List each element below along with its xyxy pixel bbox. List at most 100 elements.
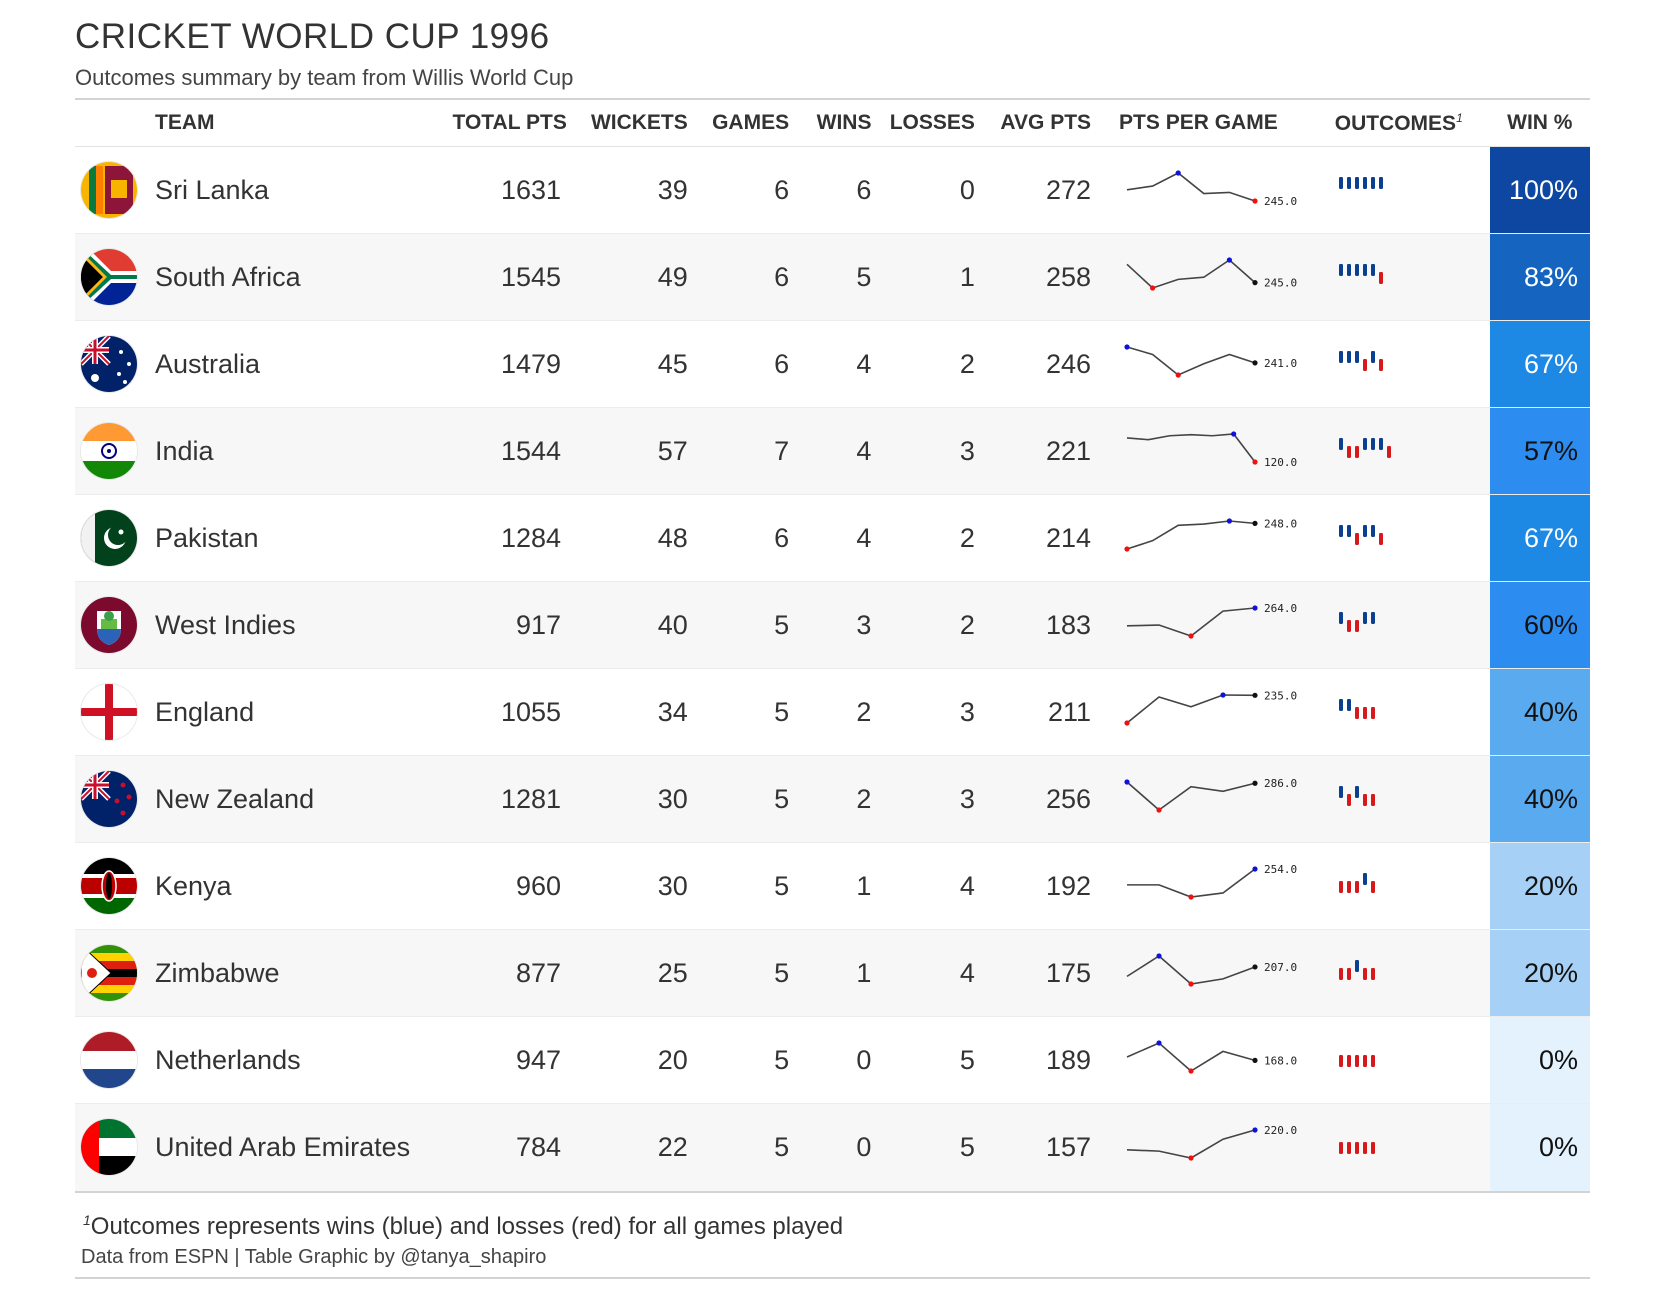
win-pct-cell: 20% (1489, 842, 1590, 930)
sparkline-last-label: 264.0 (1264, 602, 1297, 615)
games-cell: 6 (695, 233, 798, 321)
sparkline-line (1126, 693, 1256, 724)
outcomes-cell (1320, 320, 1490, 408)
team-cell: India (75, 407, 445, 495)
games-cell: 6 (695, 320, 798, 408)
games-cell: 5 (695, 581, 798, 669)
outcome-loss-bar (1386, 445, 1391, 458)
sparkline-max-point (1124, 778, 1130, 785)
outcomes-header-label: OUTCOMES (1334, 111, 1457, 135)
table-row: Australia 1479 45 6 4 2 246 241.0 67% (75, 320, 1590, 408)
outcome-loss-bar (1362, 358, 1367, 371)
outcome-loss-bar (1346, 793, 1351, 806)
wickets-cell: 57 (569, 407, 696, 495)
outcome-win-bar (1370, 263, 1375, 276)
outcome-win-bar (1338, 263, 1343, 276)
new-zealand-flag (81, 771, 137, 827)
wickets-cell: 48 (569, 494, 696, 582)
team-name: Australia (155, 348, 261, 379)
win-pct-cell: 67% (1489, 320, 1590, 408)
losses-cell: 2 (879, 581, 983, 669)
results-table: TEAM TOTAL PTS WICKETS GAMES WINS LOSSES… (75, 100, 1590, 1191)
outcome-win-bar (1346, 350, 1351, 363)
team-cell: Australia (75, 320, 445, 408)
outcome-loss-bar (1346, 1141, 1351, 1154)
sparkline-line (1126, 1041, 1256, 1072)
sparkline-max-point (1175, 169, 1181, 176)
sparkline-max-point (1156, 952, 1162, 959)
bottom-divider (75, 1276, 1590, 1279)
pts-per-game-cell: 235.0 (1099, 668, 1321, 756)
outcome-win-bar (1338, 611, 1343, 624)
team-cell: Netherlands (75, 1016, 445, 1104)
sparkline-chart: 220.0 (1126, 1124, 1297, 1161)
total-pts-cell: 784 (444, 1103, 570, 1191)
sparkline-last-label: 120.0 (1264, 456, 1297, 468)
sparkline-max-point (1231, 430, 1237, 437)
pts-per-game-cell: 245.0 (1099, 146, 1321, 234)
wins-cell: 4 (797, 320, 880, 408)
outcome-win-bar (1338, 698, 1343, 711)
west-indies-flag (81, 597, 137, 653)
wins-cell: 3 (797, 581, 880, 669)
sparkline-max-point (1252, 865, 1258, 872)
win-pct-cell: 67% (1489, 494, 1590, 582)
wins-cell: 4 (797, 494, 880, 582)
table-row: West Indies 917 40 5 3 2 183 264.0 60% (75, 581, 1590, 669)
outcome-win-bar (1354, 959, 1359, 972)
team-cell: United Arab Emirates (75, 1103, 445, 1191)
outcome-loss-bar (1354, 445, 1359, 458)
sparkline-chart: 286.0 (1124, 777, 1297, 813)
col-header-outcomes: OUTCOMES1 (1320, 100, 1490, 147)
wickets-cell: 30 (569, 842, 696, 930)
wins-cell: 6 (797, 146, 880, 234)
table-row: Zimbabwe 877 25 5 1 4 175 207.0 20% (75, 929, 1590, 1017)
losses-cell: 3 (879, 407, 983, 495)
table-row: Pakistan 1284 48 6 4 2 214 248.0 67% (75, 494, 1590, 582)
outcome-win-bar (1362, 176, 1367, 189)
losses-cell: 0 (879, 146, 983, 234)
sparkline-line (1126, 171, 1256, 202)
team-cell: Kenya (75, 842, 445, 930)
outcome-win-bar (1338, 350, 1343, 363)
table-row: Netherlands 947 20 5 0 5 189 168.0 0% (75, 1016, 1590, 1104)
sparkline-last-label: 245.0 (1264, 195, 1297, 207)
wickets-cell: 39 (569, 146, 696, 234)
footer-divider (75, 1190, 1590, 1193)
england-flag (81, 684, 137, 740)
team-name: India (155, 435, 214, 466)
wickets-cell: 45 (569, 320, 696, 408)
sparkline-min-point (1150, 284, 1156, 291)
sparkline-last-label: 220.0 (1264, 1124, 1297, 1137)
win-pct-cell: 57% (1489, 407, 1590, 495)
zimbabwe-flag (81, 945, 137, 1001)
pts-per-game-cell: 245.0 (1099, 233, 1321, 321)
team-name: Netherlands (155, 1044, 301, 1075)
wickets-cell: 30 (569, 755, 696, 843)
total-pts-cell: 1631 (444, 146, 570, 234)
sparkline-last-label: 286.0 (1264, 777, 1297, 790)
wickets-cell: 34 (569, 668, 696, 756)
team-cell: England (75, 668, 445, 756)
outcome-win-bar (1354, 350, 1359, 363)
win-pct-cell: 83% (1489, 233, 1590, 321)
games-cell: 6 (695, 494, 798, 582)
team-name: Kenya (155, 870, 232, 901)
outcomes-chart (1338, 959, 1375, 980)
sparkline-line (1126, 345, 1256, 376)
outcome-loss-bar (1338, 880, 1343, 893)
avg-pts-cell: 272 (982, 146, 1100, 234)
sparkline-max-point (1252, 604, 1258, 611)
team-name: Zimbabwe (155, 957, 280, 988)
page-title: CRICKET WORLD CUP 1996 (75, 17, 550, 56)
sparkline-last-point (1252, 520, 1258, 526)
sparkline-last-label: 248.0 (1264, 517, 1297, 530)
outcome-loss-bar (1354, 1054, 1359, 1067)
outcomes-chart (1338, 263, 1383, 284)
wins-cell: 5 (797, 233, 880, 321)
outcomes-chart (1338, 350, 1383, 371)
avg-pts-cell: 214 (982, 494, 1100, 582)
avg-pts-cell: 183 (982, 581, 1100, 669)
pts-per-game-cell: 207.0 (1099, 929, 1321, 1017)
team-cell: West Indies (75, 581, 445, 669)
